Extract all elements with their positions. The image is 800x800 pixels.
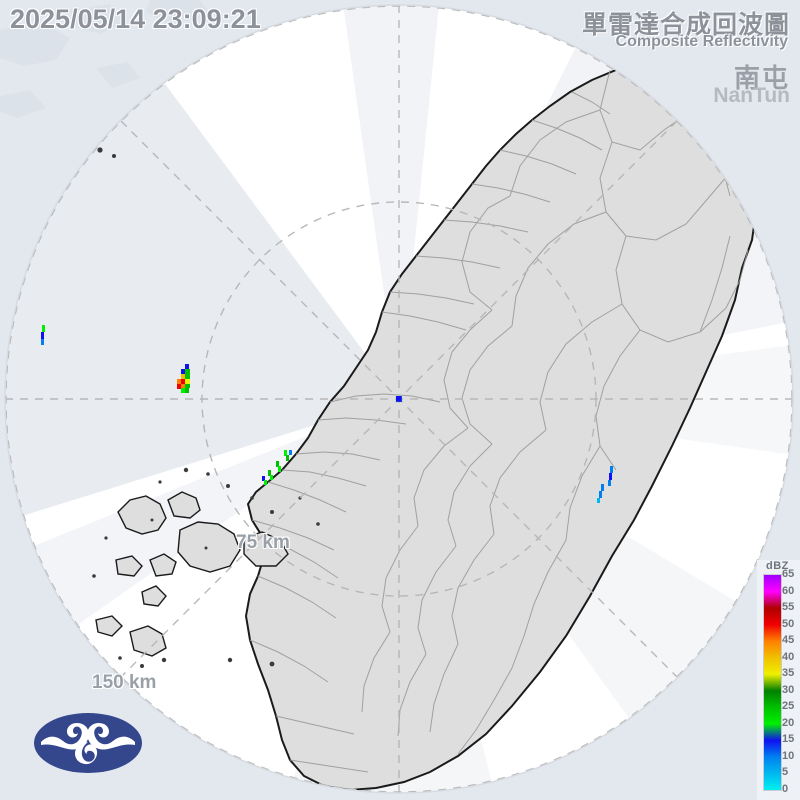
dbz-tick-45: 45 — [782, 634, 795, 647]
cwa-logo — [34, 713, 142, 773]
echo-cell-20dbz — [181, 388, 185, 393]
dbz-tick-50: 50 — [782, 617, 795, 630]
dbz-tick-40: 40 — [782, 650, 795, 663]
echo-cell-25dbz — [185, 384, 190, 388]
range-disc-outline — [4, 4, 794, 794]
penghu-islands — [95, 491, 289, 657]
station-name-chinese: 南屯 — [733, 63, 790, 93]
echo-cell-25dbz — [185, 374, 190, 379]
echo-cell-25dbz — [276, 461, 279, 467]
echo-cell-15dbz — [609, 473, 612, 480]
echo-cell-50dbz — [177, 384, 181, 389]
dbz-tick-0: 0 — [782, 783, 789, 795]
echo-cell-45dbz — [177, 379, 181, 384]
product-title-english: Composite Reflectivity — [615, 33, 788, 50]
dbz-tick-55: 55 — [782, 601, 795, 614]
echo-cell-20dbz — [42, 325, 45, 332]
echo-cell-10dbz — [599, 491, 602, 498]
dbz-tick-10: 10 — [782, 749, 795, 762]
taiwan-coastline — [244, 58, 759, 792]
echo-cell-25dbz — [185, 388, 189, 393]
echo-cell-5dbz — [597, 498, 600, 503]
echo-cell-10dbz — [289, 450, 292, 455]
dbz-tick-5: 5 — [782, 766, 789, 779]
echo-cell-50dbz — [181, 379, 185, 384]
echo-cell-20dbz — [284, 450, 287, 456]
dbz-tick-15: 15 — [782, 733, 795, 746]
echo-cell-25dbz — [268, 470, 271, 476]
echo-streak-northwest — [41, 325, 45, 345]
echo-cell-20dbz — [264, 480, 267, 485]
echo-cell-10dbz — [41, 339, 44, 345]
echo-cell-20dbz — [278, 466, 281, 472]
echo-streak-east-inland-north — [608, 466, 613, 486]
echo-cell-15dbz — [41, 332, 44, 339]
dbz-colorbar-title: dBZ — [766, 560, 789, 572]
far-coast-shapes — [0, 0, 212, 118]
echo-cell-25dbz — [185, 369, 190, 374]
echo-cell-15dbz — [262, 476, 265, 481]
echo-cell-10dbz — [601, 484, 604, 491]
echo-cell-20dbz — [270, 475, 273, 480]
echo-cell-15dbz — [185, 364, 189, 369]
echo-cell-10dbz — [608, 480, 611, 486]
cwa-logo-wave — [41, 723, 135, 765]
echo-cell-10dbz — [610, 466, 613, 473]
echo-streaks-central-strait — [262, 450, 292, 485]
dbz-tick-30: 30 — [782, 683, 795, 696]
dbz-colorbar-ticks: 65 60 55 50 45 40 35 30 25 20 15 10 5 0 — [782, 568, 800, 796]
taiwan-landmass — [244, 58, 759, 792]
range-ring-label-75km: 75 km — [236, 532, 290, 553]
county-boundaries — [249, 69, 749, 773]
dbz-tick-60: 60 — [782, 584, 795, 597]
echo-cell-40dbz — [181, 374, 185, 379]
timestamp-label: 2025/05/14 23:09:21 — [10, 4, 261, 34]
echo-cell-35dbz — [185, 379, 190, 384]
echo-cell-45dbz — [181, 384, 185, 389]
echo-main-cell-offshore-west — [177, 364, 190, 393]
echo-cell-25dbz — [286, 455, 289, 461]
station-name-english: NanTun — [713, 84, 790, 107]
product-title-chinese: 單雷達合成回波圖 — [581, 11, 790, 39]
echo-streak-east-inland-south — [597, 484, 604, 503]
dbz-tick-65: 65 — [782, 568, 795, 580]
echo-cell-15dbz — [396, 396, 401, 401]
dbz-tick-20: 20 — [782, 716, 795, 729]
dbz-colorbar-gradient — [763, 574, 782, 791]
cwa-logo-ellipse — [34, 713, 142, 773]
echo-pixel-near-radar-site — [396, 396, 401, 401]
radar-echo-layer — [41, 325, 613, 503]
dbz-tick-35: 35 — [782, 667, 795, 680]
dbz-tick-25: 25 — [782, 700, 795, 713]
range-ring-label-150km: 150 km — [92, 672, 157, 693]
echo-cell-15dbz — [181, 369, 185, 374]
